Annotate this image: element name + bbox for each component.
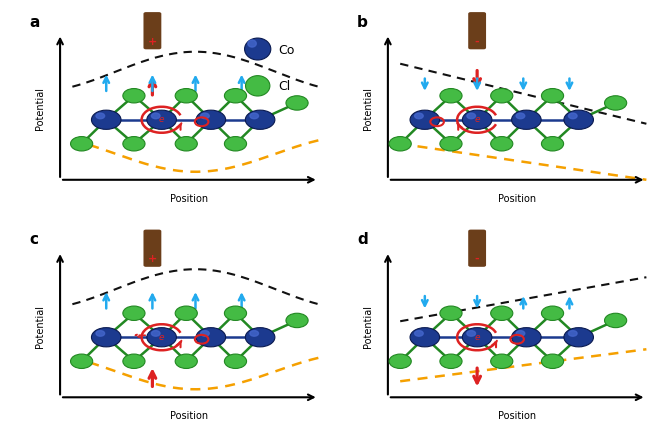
Text: c: c [29, 232, 38, 247]
Circle shape [70, 354, 93, 368]
Circle shape [246, 111, 275, 130]
Text: Position: Position [171, 194, 208, 203]
FancyBboxPatch shape [468, 230, 486, 267]
Circle shape [151, 114, 160, 119]
Circle shape [246, 328, 275, 347]
FancyBboxPatch shape [143, 13, 161, 50]
Circle shape [123, 354, 145, 368]
Circle shape [512, 111, 541, 130]
Text: Potential: Potential [363, 87, 373, 130]
Text: e: e [474, 115, 480, 124]
Circle shape [250, 331, 258, 336]
Circle shape [175, 306, 197, 321]
Circle shape [440, 306, 462, 321]
Circle shape [605, 313, 627, 328]
FancyBboxPatch shape [143, 230, 161, 267]
Circle shape [175, 89, 197, 104]
Circle shape [224, 137, 247, 151]
Circle shape [467, 114, 476, 119]
Text: Position: Position [498, 411, 536, 420]
Text: Potential: Potential [35, 87, 45, 130]
Circle shape [564, 328, 593, 347]
Circle shape [248, 41, 256, 48]
Text: b: b [357, 15, 368, 30]
Text: a: a [29, 15, 39, 30]
Circle shape [196, 328, 225, 347]
Circle shape [516, 114, 524, 119]
Circle shape [410, 328, 440, 347]
Circle shape [151, 331, 160, 336]
Circle shape [410, 111, 440, 130]
Circle shape [440, 89, 462, 104]
Circle shape [250, 114, 258, 119]
Circle shape [201, 331, 209, 336]
Circle shape [569, 331, 577, 336]
Circle shape [96, 331, 104, 336]
Circle shape [92, 328, 121, 347]
Text: Position: Position [498, 194, 536, 203]
Text: Cl: Cl [278, 80, 290, 93]
Circle shape [147, 111, 177, 130]
Circle shape [96, 114, 104, 119]
Circle shape [224, 354, 247, 368]
Circle shape [490, 306, 513, 321]
Circle shape [415, 114, 423, 119]
Text: e: e [474, 332, 480, 341]
Text: e: e [159, 332, 165, 341]
Circle shape [224, 89, 247, 104]
Circle shape [70, 137, 93, 151]
Text: +: + [148, 253, 157, 263]
Circle shape [541, 137, 563, 151]
Circle shape [389, 354, 411, 368]
Circle shape [541, 89, 563, 104]
Text: +: + [148, 36, 157, 46]
Circle shape [512, 328, 541, 347]
Circle shape [196, 111, 225, 130]
Text: -: - [475, 253, 480, 263]
Circle shape [286, 313, 308, 328]
Circle shape [175, 137, 197, 151]
Text: Position: Position [171, 411, 208, 420]
Circle shape [123, 137, 145, 151]
Text: Potential: Potential [363, 304, 373, 347]
Text: e: e [159, 115, 165, 124]
Circle shape [440, 137, 462, 151]
Circle shape [541, 306, 563, 321]
Circle shape [286, 96, 308, 111]
Circle shape [467, 331, 476, 336]
Circle shape [175, 354, 197, 368]
Circle shape [224, 306, 247, 321]
Circle shape [440, 354, 462, 368]
Circle shape [389, 137, 411, 151]
Text: Co: Co [278, 43, 294, 56]
Circle shape [462, 328, 492, 347]
Circle shape [541, 354, 563, 368]
Circle shape [245, 39, 271, 61]
Circle shape [123, 89, 145, 104]
Circle shape [564, 111, 593, 130]
Circle shape [490, 137, 513, 151]
Circle shape [246, 76, 270, 97]
Circle shape [147, 328, 177, 347]
Circle shape [415, 331, 423, 336]
Circle shape [569, 114, 577, 119]
Circle shape [92, 111, 121, 130]
Circle shape [516, 331, 524, 336]
Circle shape [490, 354, 513, 368]
Circle shape [123, 306, 145, 321]
Circle shape [201, 114, 209, 119]
Circle shape [605, 96, 627, 111]
Circle shape [490, 89, 513, 104]
Circle shape [462, 111, 492, 130]
FancyBboxPatch shape [468, 13, 486, 50]
Text: -: - [475, 36, 480, 46]
Text: Potential: Potential [35, 304, 45, 347]
Text: d: d [357, 232, 368, 247]
